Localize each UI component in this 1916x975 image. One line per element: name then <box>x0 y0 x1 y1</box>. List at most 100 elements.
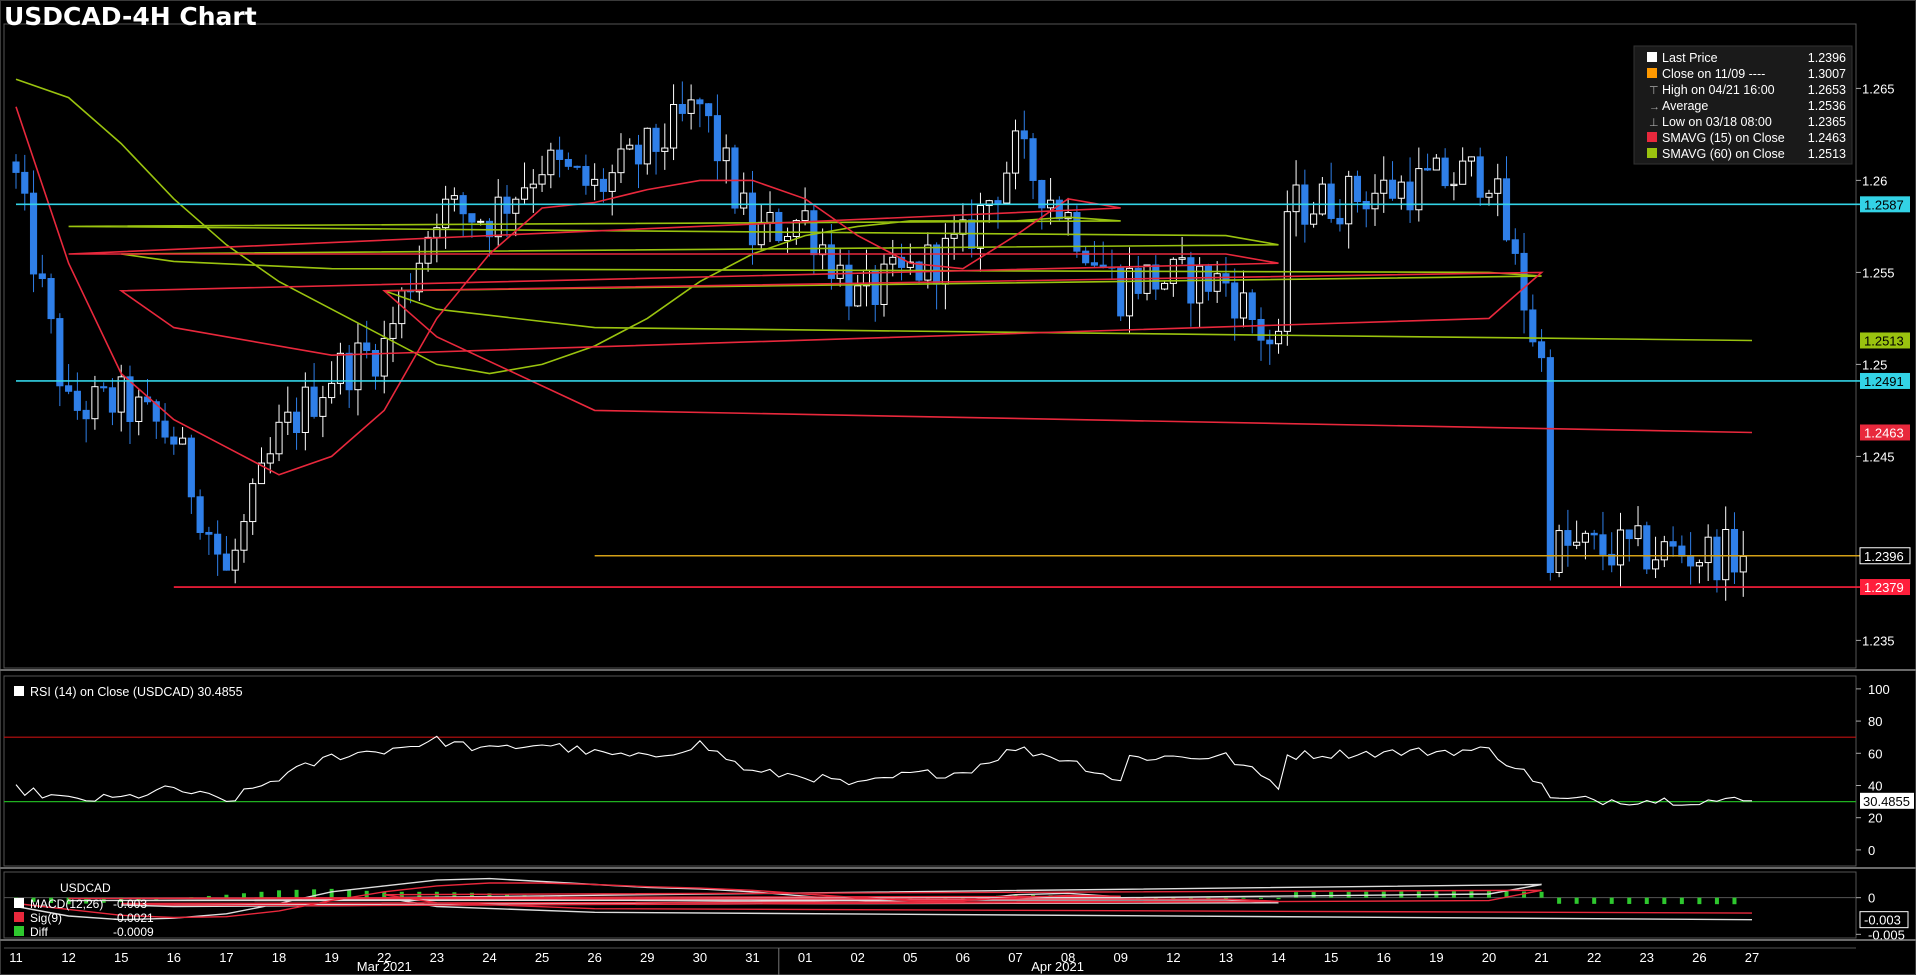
candle-up <box>801 210 809 222</box>
legend-value: 1.2513 <box>1808 147 1846 161</box>
x-tick-label: 13 <box>1219 950 1233 965</box>
x-tick-label: 30 <box>693 950 707 965</box>
candle-down <box>599 178 608 192</box>
candle-down <box>222 553 230 571</box>
x-tick-label: 14 <box>1271 950 1285 965</box>
macd-legend-value: -0.003 <box>113 897 147 911</box>
price-axis-label: 1.2587 <box>1864 197 1904 212</box>
candle-down <box>1266 339 1274 345</box>
x-tick-label: 16 <box>167 950 181 965</box>
candle-up <box>275 421 283 455</box>
candle-down <box>1388 179 1397 199</box>
candle-down <box>503 196 511 214</box>
macd-y-tick-label: 0 <box>1868 891 1875 906</box>
diff-bar <box>329 888 334 898</box>
candle-down <box>371 349 380 377</box>
macd-legend-swatch <box>14 898 24 908</box>
candle-up <box>336 352 344 384</box>
macd-legend-value: -0.0009 <box>113 925 154 939</box>
candle-up <box>1739 555 1747 573</box>
rsi-y-tick-label: 0 <box>1868 843 1875 858</box>
y-tick-label: 1.245 <box>1862 449 1895 464</box>
macd-value-box <box>1859 911 1909 929</box>
y-tick-label: 1.26 <box>1862 173 1887 188</box>
candle-down <box>1353 175 1362 202</box>
x-tick-label: 18 <box>272 950 286 965</box>
candle-down <box>152 401 160 422</box>
candle-up <box>1432 157 1440 171</box>
diff-bar <box>1714 897 1719 905</box>
candle-up <box>1573 541 1581 546</box>
diff-bar <box>49 897 54 904</box>
candle-up <box>854 285 862 307</box>
candle-up <box>608 172 616 192</box>
legend-swatch <box>1647 68 1657 78</box>
candle-up <box>836 264 844 279</box>
candle-up <box>1310 213 1318 225</box>
diff-bar <box>1329 891 1334 898</box>
candle-down <box>73 390 81 411</box>
candle-down <box>12 161 20 173</box>
candle-up <box>1345 175 1353 225</box>
diff-bar <box>1609 897 1614 904</box>
x-tick-label: 12 <box>1166 950 1180 965</box>
x-tick-label: 02 <box>850 950 864 965</box>
macd-legend-label: Sig(9) <box>30 911 62 925</box>
price-axis-label-box <box>1860 196 1910 213</box>
legend-value: 1.2396 <box>1808 51 1846 65</box>
diff-bar <box>1732 897 1737 905</box>
diff-bar <box>1697 897 1702 905</box>
candle-up <box>354 342 362 391</box>
candle-up <box>976 205 985 249</box>
candle-up <box>249 483 257 523</box>
x-tick-label: 08 <box>1061 950 1075 965</box>
diff-bar <box>31 897 36 902</box>
diff-bar <box>277 890 282 898</box>
candle-down <box>582 166 590 186</box>
candle-up <box>257 462 266 485</box>
candle-up <box>529 183 537 189</box>
candle-down <box>933 244 941 285</box>
candle-up <box>380 337 388 377</box>
candle-up <box>547 149 555 176</box>
candle-up <box>301 386 309 433</box>
icon-average: → <box>1649 101 1660 113</box>
candle-down <box>556 149 564 160</box>
diff-bar <box>1592 897 1597 904</box>
candle-down <box>214 533 222 555</box>
price-axis-label-box <box>1860 372 1910 389</box>
x-tick-label: 26 <box>1692 950 1706 965</box>
price-axis-label-box <box>1860 332 1910 349</box>
price-axis-label-box <box>1860 424 1910 441</box>
candle-down <box>1362 200 1370 210</box>
x-tick-label: 12 <box>61 950 75 965</box>
sig-line <box>15 882 1753 919</box>
candle-down <box>1441 157 1449 187</box>
candle-up <box>591 178 599 186</box>
rsi-value-box <box>1860 792 1914 809</box>
candle-up <box>1318 183 1326 215</box>
candle-down <box>1248 292 1256 320</box>
candles <box>12 81 1747 601</box>
candle-down <box>310 386 318 417</box>
candle-up <box>722 147 730 162</box>
legend-label: Last Price <box>1662 51 1718 65</box>
candle-up <box>783 235 792 242</box>
x-tick-label: 11 <box>9 950 23 965</box>
candle-down <box>1029 138 1037 181</box>
candle-down <box>705 103 713 117</box>
candle-down <box>1590 532 1598 536</box>
diff-bar <box>1171 897 1176 899</box>
price-axis-label: 1.2513 <box>1864 333 1904 348</box>
candle-down <box>1546 357 1554 573</box>
x-tick-label: 19 <box>324 950 338 965</box>
candle-down <box>1599 534 1607 555</box>
rsi-value-label: 30.4855 <box>1863 794 1910 809</box>
macd-legend-swatch <box>14 912 24 922</box>
candle-up <box>538 174 546 185</box>
candle-down <box>1038 179 1046 209</box>
diff-bar <box>960 897 965 899</box>
candle-down <box>345 352 353 391</box>
candle-up <box>941 237 949 285</box>
